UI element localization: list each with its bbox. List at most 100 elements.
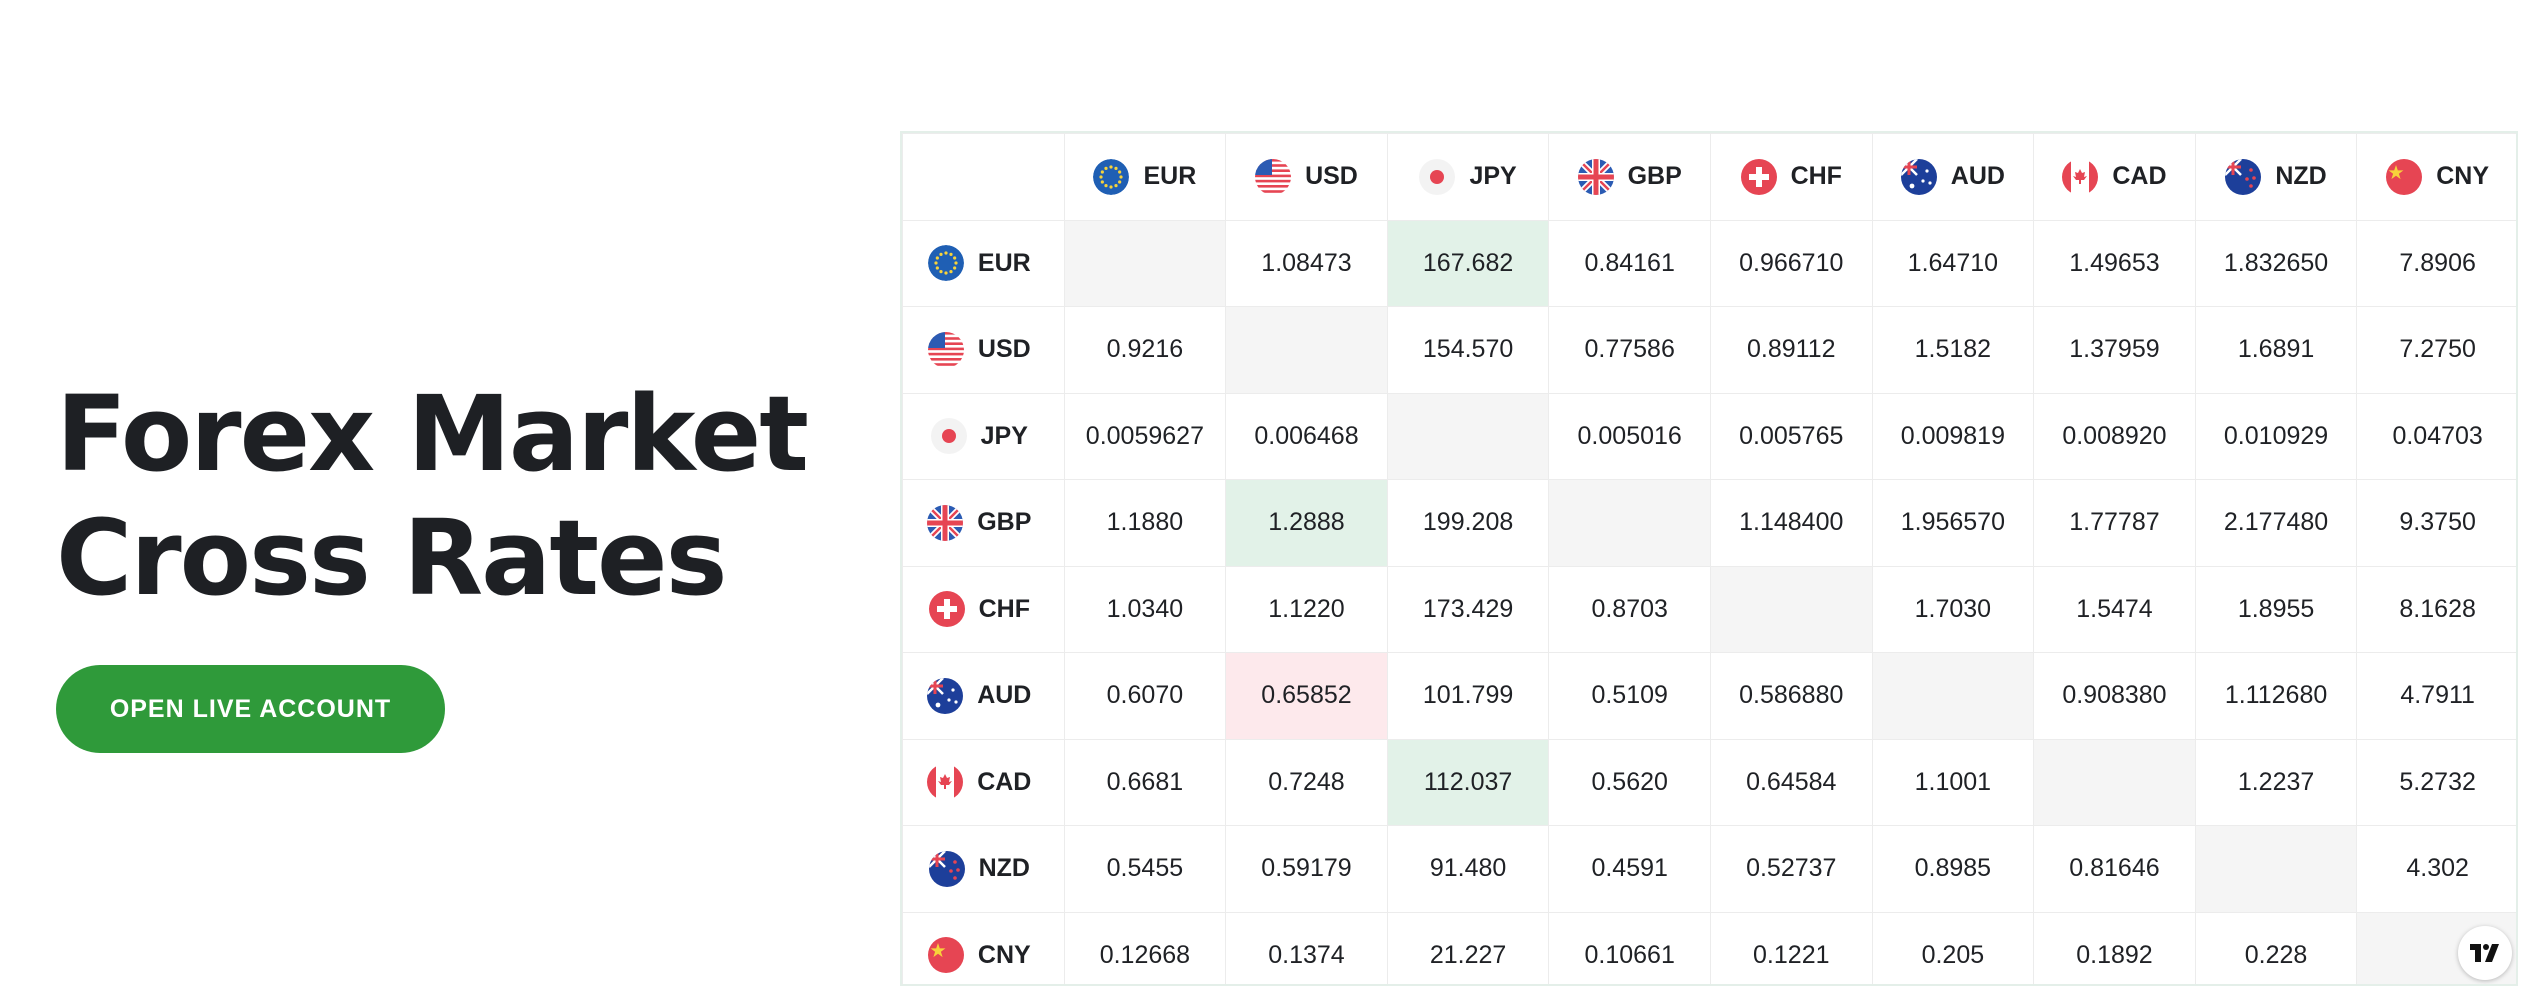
row-header-usd[interactable]: USD [902, 306, 1065, 394]
rate-cell[interactable]: 1.2237 [2194, 738, 2358, 826]
column-header-chf[interactable]: CHF [1709, 133, 1873, 221]
table-row: JPY 0.0059627 0.006468 0.005016 0.005765 0.00… [902, 392, 2516, 480]
column-header-aud[interactable]: AUD [1871, 133, 2035, 221]
rate-cell[interactable]: 4.302 [2356, 825, 2516, 913]
rate-cell [1386, 392, 1550, 480]
rate-cell[interactable]: 1.956570 [1871, 479, 2035, 567]
rate-cell[interactable]: 101.799 [1386, 652, 1550, 740]
row-header-chf[interactable]: CHF [902, 565, 1065, 653]
table-row: CAD 0.6681 0.7248 112.037 0.5620 0.64584 1.100… [902, 738, 2516, 826]
row-header-cad[interactable]: CAD [902, 738, 1065, 826]
rate-cell[interactable]: 199.208 [1386, 479, 1550, 567]
rate-cell[interactable]: 0.008920 [2033, 392, 2196, 480]
rate-cell[interactable]: 0.5455 [1063, 825, 1227, 913]
rate-cell[interactable]: 0.9216 [1063, 306, 1227, 394]
rate-cell[interactable]: 0.81646 [2033, 825, 2196, 913]
rate-cell[interactable]: 1.08473 [1225, 219, 1388, 307]
column-header-eur[interactable]: EUR [1063, 133, 1227, 221]
rate-cell[interactable]: 9.3750 [2356, 479, 2516, 567]
rate-cell[interactable]: 0.8703 [1548, 565, 1711, 653]
rate-cell[interactable]: 0.52737 [1709, 825, 1873, 913]
row-header-label: NZD [978, 854, 1030, 883]
rate-cell[interactable]: 8.1628 [2356, 565, 2516, 653]
rate-cell[interactable]: 1.37959 [2033, 306, 2196, 394]
column-header-nzd[interactable]: NZD [2194, 133, 2358, 221]
rate-cell[interactable]: 0.228 [2194, 911, 2358, 984]
rate-cell[interactable]: 0.586880 [1709, 652, 1873, 740]
row-header-nzd[interactable]: NZD [902, 825, 1065, 913]
rate-cell[interactable]: 0.64584 [1709, 738, 1873, 826]
rate-cell[interactable]: 1.5474 [2033, 565, 2196, 653]
rate-cell[interactable]: 0.59179 [1225, 825, 1388, 913]
rate-cell[interactable]: 0.6681 [1063, 738, 1227, 826]
cross-rates-widget: EUR USD JPY GBP CHF AUD CAD NZD CNY EUR 1.08473 16… [900, 131, 2518, 986]
ca-flag-icon [2062, 158, 2099, 195]
rate-cell[interactable]: 173.429 [1386, 565, 1550, 653]
rate-cell[interactable]: 1.832650 [2194, 219, 2358, 307]
rate-cell[interactable]: 0.010929 [2194, 392, 2358, 480]
rate-cell[interactable]: 0.65852 [1225, 652, 1388, 740]
row-header-eur[interactable]: EUR [902, 219, 1065, 307]
rate-cell[interactable]: 0.1374 [1225, 911, 1388, 984]
rate-cell[interactable]: 7.2750 [2356, 306, 2516, 394]
rate-cell[interactable]: 1.148400 [1709, 479, 1873, 567]
column-header-gbp[interactable]: GBP [1548, 133, 1711, 221]
rate-cell[interactable]: 0.009819 [1871, 392, 2035, 480]
rate-cell[interactable]: 0.205 [1871, 911, 2035, 984]
rate-cell[interactable]: 21.227 [1386, 911, 1550, 984]
rate-cell[interactable]: 0.77586 [1548, 306, 1711, 394]
rate-cell[interactable]: 1.0340 [1063, 565, 1227, 653]
rate-cell[interactable]: 1.49653 [2033, 219, 2196, 307]
rate-cell[interactable]: 0.84161 [1548, 219, 1711, 307]
rate-cell[interactable]: 1.8955 [2194, 565, 2358, 653]
rate-cell[interactable]: 1.1880 [1063, 479, 1227, 567]
rate-cell[interactable]: 1.5182 [1871, 306, 2035, 394]
rate-cell[interactable]: 0.7248 [1225, 738, 1388, 826]
tradingview-logo-icon[interactable] [2458, 926, 2512, 980]
rate-cell[interactable]: 1.7030 [1871, 565, 2035, 653]
rate-cell[interactable]: 7.8906 [2356, 219, 2516, 307]
rate-cell[interactable]: 112.037 [1386, 738, 1550, 826]
rate-cell[interactable]: 1.112680 [2194, 652, 2358, 740]
rate-cell[interactable]: 0.005016 [1548, 392, 1711, 480]
rate-cell[interactable]: 0.8985 [1871, 825, 2035, 913]
rate-cell[interactable]: 1.1001 [1871, 738, 2035, 826]
rate-cell[interactable]: 91.480 [1386, 825, 1550, 913]
row-header-cny[interactable]: CNY [902, 911, 1065, 984]
rate-cell[interactable]: 0.5109 [1548, 652, 1711, 740]
rate-cell[interactable]: 0.908380 [2033, 652, 2196, 740]
rate-cell[interactable]: 0.1221 [1709, 911, 1873, 984]
rate-cell[interactable]: 167.682 [1386, 219, 1550, 307]
column-header-usd[interactable]: USD [1225, 133, 1388, 221]
rate-cell[interactable]: 1.2888 [1225, 479, 1388, 567]
rate-cell[interactable]: 0.005765 [1709, 392, 1873, 480]
rate-cell[interactable]: 0.966710 [1709, 219, 1873, 307]
column-header-cny[interactable]: CNY [2356, 133, 2516, 221]
rate-cell[interactable]: 1.77787 [2033, 479, 2196, 567]
rate-cell[interactable]: 0.5620 [1548, 738, 1711, 826]
rate-cell[interactable]: 0.006468 [1225, 392, 1388, 480]
open-live-account-button[interactable]: OPEN LIVE ACCOUNT [56, 665, 445, 753]
row-header-jpy[interactable]: JPY [902, 392, 1065, 480]
rate-cell[interactable]: 1.6891 [2194, 306, 2358, 394]
rate-cell[interactable]: 0.12668 [1063, 911, 1227, 984]
rate-cell[interactable]: 0.0059627 [1063, 392, 1227, 480]
table-row: USD 0.9216 154.570 0.77586 0.89112 1.5182 1.37… [902, 306, 2516, 394]
row-header-aud[interactable]: AUD [902, 652, 1065, 740]
rate-cell[interactable]: 1.64710 [1871, 219, 2035, 307]
cn-flag-icon [927, 937, 964, 974]
rate-cell[interactable]: 0.89112 [1709, 306, 1873, 394]
rate-cell[interactable]: 0.6070 [1063, 652, 1227, 740]
rate-cell[interactable]: 4.7911 [2356, 652, 2516, 740]
rate-cell[interactable]: 1.1220 [1225, 565, 1388, 653]
rate-cell[interactable]: 0.04703 [2356, 392, 2516, 480]
rate-cell[interactable]: 5.2732 [2356, 738, 2516, 826]
rate-cell[interactable]: 0.1892 [2033, 911, 2196, 984]
column-header-jpy[interactable]: JPY [1386, 133, 1550, 221]
rate-cell[interactable]: 2.177480 [2194, 479, 2358, 567]
rate-cell[interactable]: 0.4591 [1548, 825, 1711, 913]
rate-cell[interactable]: 0.10661 [1548, 911, 1711, 984]
row-header-gbp[interactable]: GBP [902, 479, 1065, 567]
column-header-cad[interactable]: CAD [2033, 133, 2196, 221]
rate-cell[interactable]: 154.570 [1386, 306, 1550, 394]
